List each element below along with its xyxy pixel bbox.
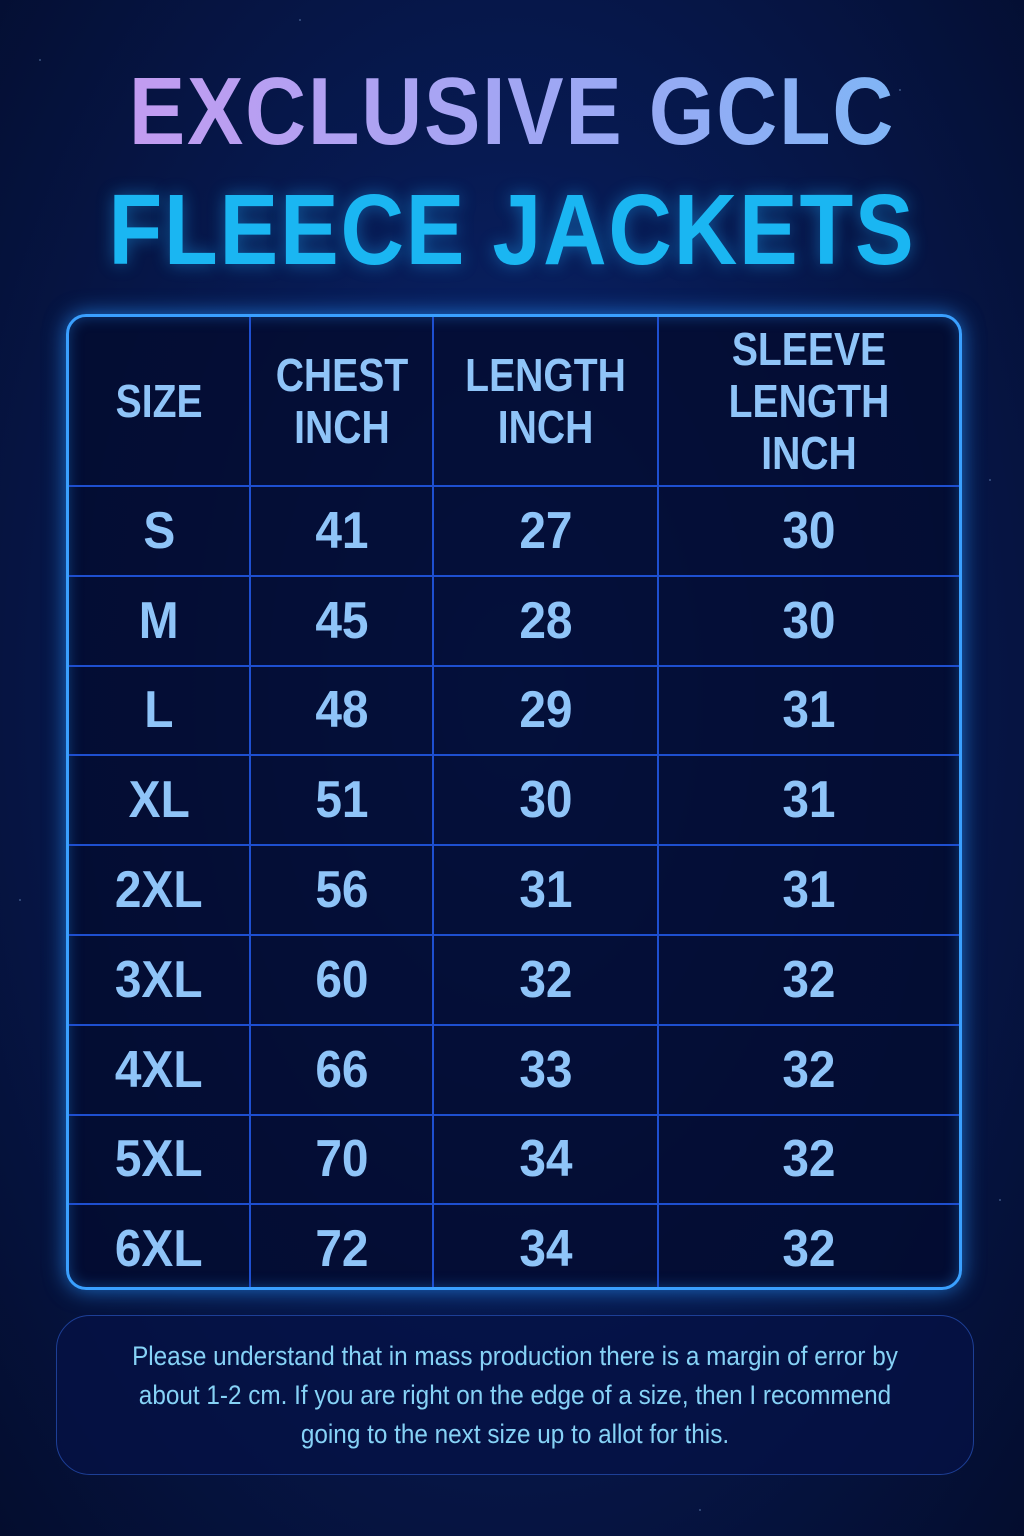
cell-value: 5XL <box>115 1130 203 1189</box>
cell-value: 45 <box>314 591 369 650</box>
table-cell: 34 <box>432 1205 657 1287</box>
table-cell: 30 <box>432 756 657 845</box>
table-cell: 28 <box>432 576 657 665</box>
cell-value: 27 <box>518 501 573 560</box>
cell-value: 33 <box>518 1040 573 1099</box>
table-cell: 29 <box>432 666 657 755</box>
header-label: SLEEVE <box>731 323 887 375</box>
table-cell: 2XL <box>69 846 249 934</box>
header-label: LENGTH <box>465 349 626 401</box>
cell-value: 51 <box>314 771 369 830</box>
table-cell: 70 <box>249 1115 432 1204</box>
cell-value: S <box>143 501 175 560</box>
header-cell: SLEEVE LENGTH INCH <box>657 317 959 485</box>
table-cell: M <box>69 577 249 665</box>
cell-value: 31 <box>782 861 836 920</box>
table-row: 5XL 70 34 32 <box>69 1113 959 1204</box>
header-label: SIZE <box>115 375 203 427</box>
table-cell: 32 <box>657 1205 959 1287</box>
table-cell: 72 <box>249 1205 432 1287</box>
cell-value: 70 <box>314 1130 369 1189</box>
size-chart-table: SIZE CHEST INCH LENGTH INCH SLEEVE LENGTH INCH… <box>66 314 962 1290</box>
cell-value: 31 <box>518 861 573 920</box>
cell-value: 56 <box>314 861 369 920</box>
table-cell: 32 <box>657 935 959 1024</box>
cell-value: 31 <box>782 681 836 740</box>
cell-value: 6XL <box>115 1220 203 1279</box>
cell-value: 28 <box>518 591 573 650</box>
table-cell: 41 <box>249 487 432 575</box>
cell-value: 32 <box>518 950 573 1009</box>
table-cell: XL <box>69 756 249 844</box>
cell-value: 3XL <box>115 950 203 1009</box>
table-row: XL 51 30 31 <box>69 754 959 845</box>
cell-value: 60 <box>314 950 369 1009</box>
cell-value: 34 <box>518 1130 573 1189</box>
cell-value: 2XL <box>115 861 203 920</box>
header-cell: SIZE <box>69 317 249 485</box>
cell-value: 34 <box>518 1220 573 1279</box>
table-cell: 27 <box>432 487 657 575</box>
table-row: 6XL 72 34 32 <box>69 1203 959 1287</box>
title-line-1: EXCLUSIVE GCLC <box>61 62 962 162</box>
cell-value: 72 <box>314 1220 369 1279</box>
header-row: SIZE CHEST INCH LENGTH INCH SLEEVE LENGTH INCH <box>69 317 959 485</box>
table-cell: L <box>69 667 249 755</box>
header-label: LENGTH INCH <box>728 375 890 479</box>
cell-value: XL <box>128 771 190 830</box>
cell-value: 4XL <box>115 1040 203 1099</box>
table-cell: 30 <box>657 487 959 575</box>
table-row: 4XL 66 33 32 <box>69 1023 959 1114</box>
table-cell: 60 <box>249 935 432 1024</box>
cell-value: 30 <box>782 501 836 560</box>
header-cell: LENGTH INCH <box>432 317 657 485</box>
cell-value: 30 <box>518 771 573 830</box>
table-row: S 41 27 30 <box>69 485 959 575</box>
cell-value: 29 <box>518 681 573 740</box>
cell-value: 48 <box>314 681 369 740</box>
cell-value: M <box>139 591 179 650</box>
table-cell: 6XL <box>69 1205 249 1287</box>
table-cell: 33 <box>432 1025 657 1114</box>
sizing-note-text: Please understand that in mass productio… <box>132 1340 898 1449</box>
table-row: L 48 29 31 <box>69 664 959 755</box>
sizing-note: Please understand that in mass productio… <box>56 1315 974 1475</box>
table-cell: 32 <box>432 935 657 1024</box>
title-line-2: FLEECE JACKETS <box>108 174 916 286</box>
table-row: 3XL 60 32 32 <box>69 933 959 1024</box>
cell-value: 32 <box>782 1220 836 1279</box>
table-cell: 31 <box>657 756 959 845</box>
table-row: M 45 28 30 <box>69 574 959 665</box>
table-cell: 31 <box>657 846 959 934</box>
header-label: INCH <box>293 401 390 453</box>
cell-value: 32 <box>782 1040 836 1099</box>
table-cell: 31 <box>432 846 657 934</box>
table-cell: 45 <box>249 576 432 665</box>
cell-value: 66 <box>314 1040 369 1099</box>
table-cell: 66 <box>249 1025 432 1114</box>
cell-value: 30 <box>782 591 836 650</box>
table-cell: 3XL <box>69 936 249 1024</box>
table-cell: 4XL <box>69 1026 249 1114</box>
cell-value: 32 <box>782 950 836 1009</box>
cell-value: L <box>144 681 174 740</box>
header-label: INCH <box>497 401 594 453</box>
table-cell: 30 <box>657 576 959 665</box>
table-cell: 56 <box>249 846 432 934</box>
table-cell: 31 <box>657 666 959 755</box>
header-label: CHEST <box>275 349 408 401</box>
header-cell: CHEST INCH <box>249 317 432 485</box>
table-row: 2XL 56 31 31 <box>69 844 959 934</box>
table-cell: S <box>69 487 249 575</box>
table-cell: 48 <box>249 666 432 755</box>
cell-value: 32 <box>782 1130 836 1189</box>
table-cell: 32 <box>657 1115 959 1204</box>
table-cell: 32 <box>657 1025 959 1114</box>
cell-value: 31 <box>782 771 836 830</box>
table-cell: 51 <box>249 756 432 845</box>
table-cell: 34 <box>432 1115 657 1204</box>
table-cell: 5XL <box>69 1116 249 1204</box>
cell-value: 41 <box>314 501 369 560</box>
